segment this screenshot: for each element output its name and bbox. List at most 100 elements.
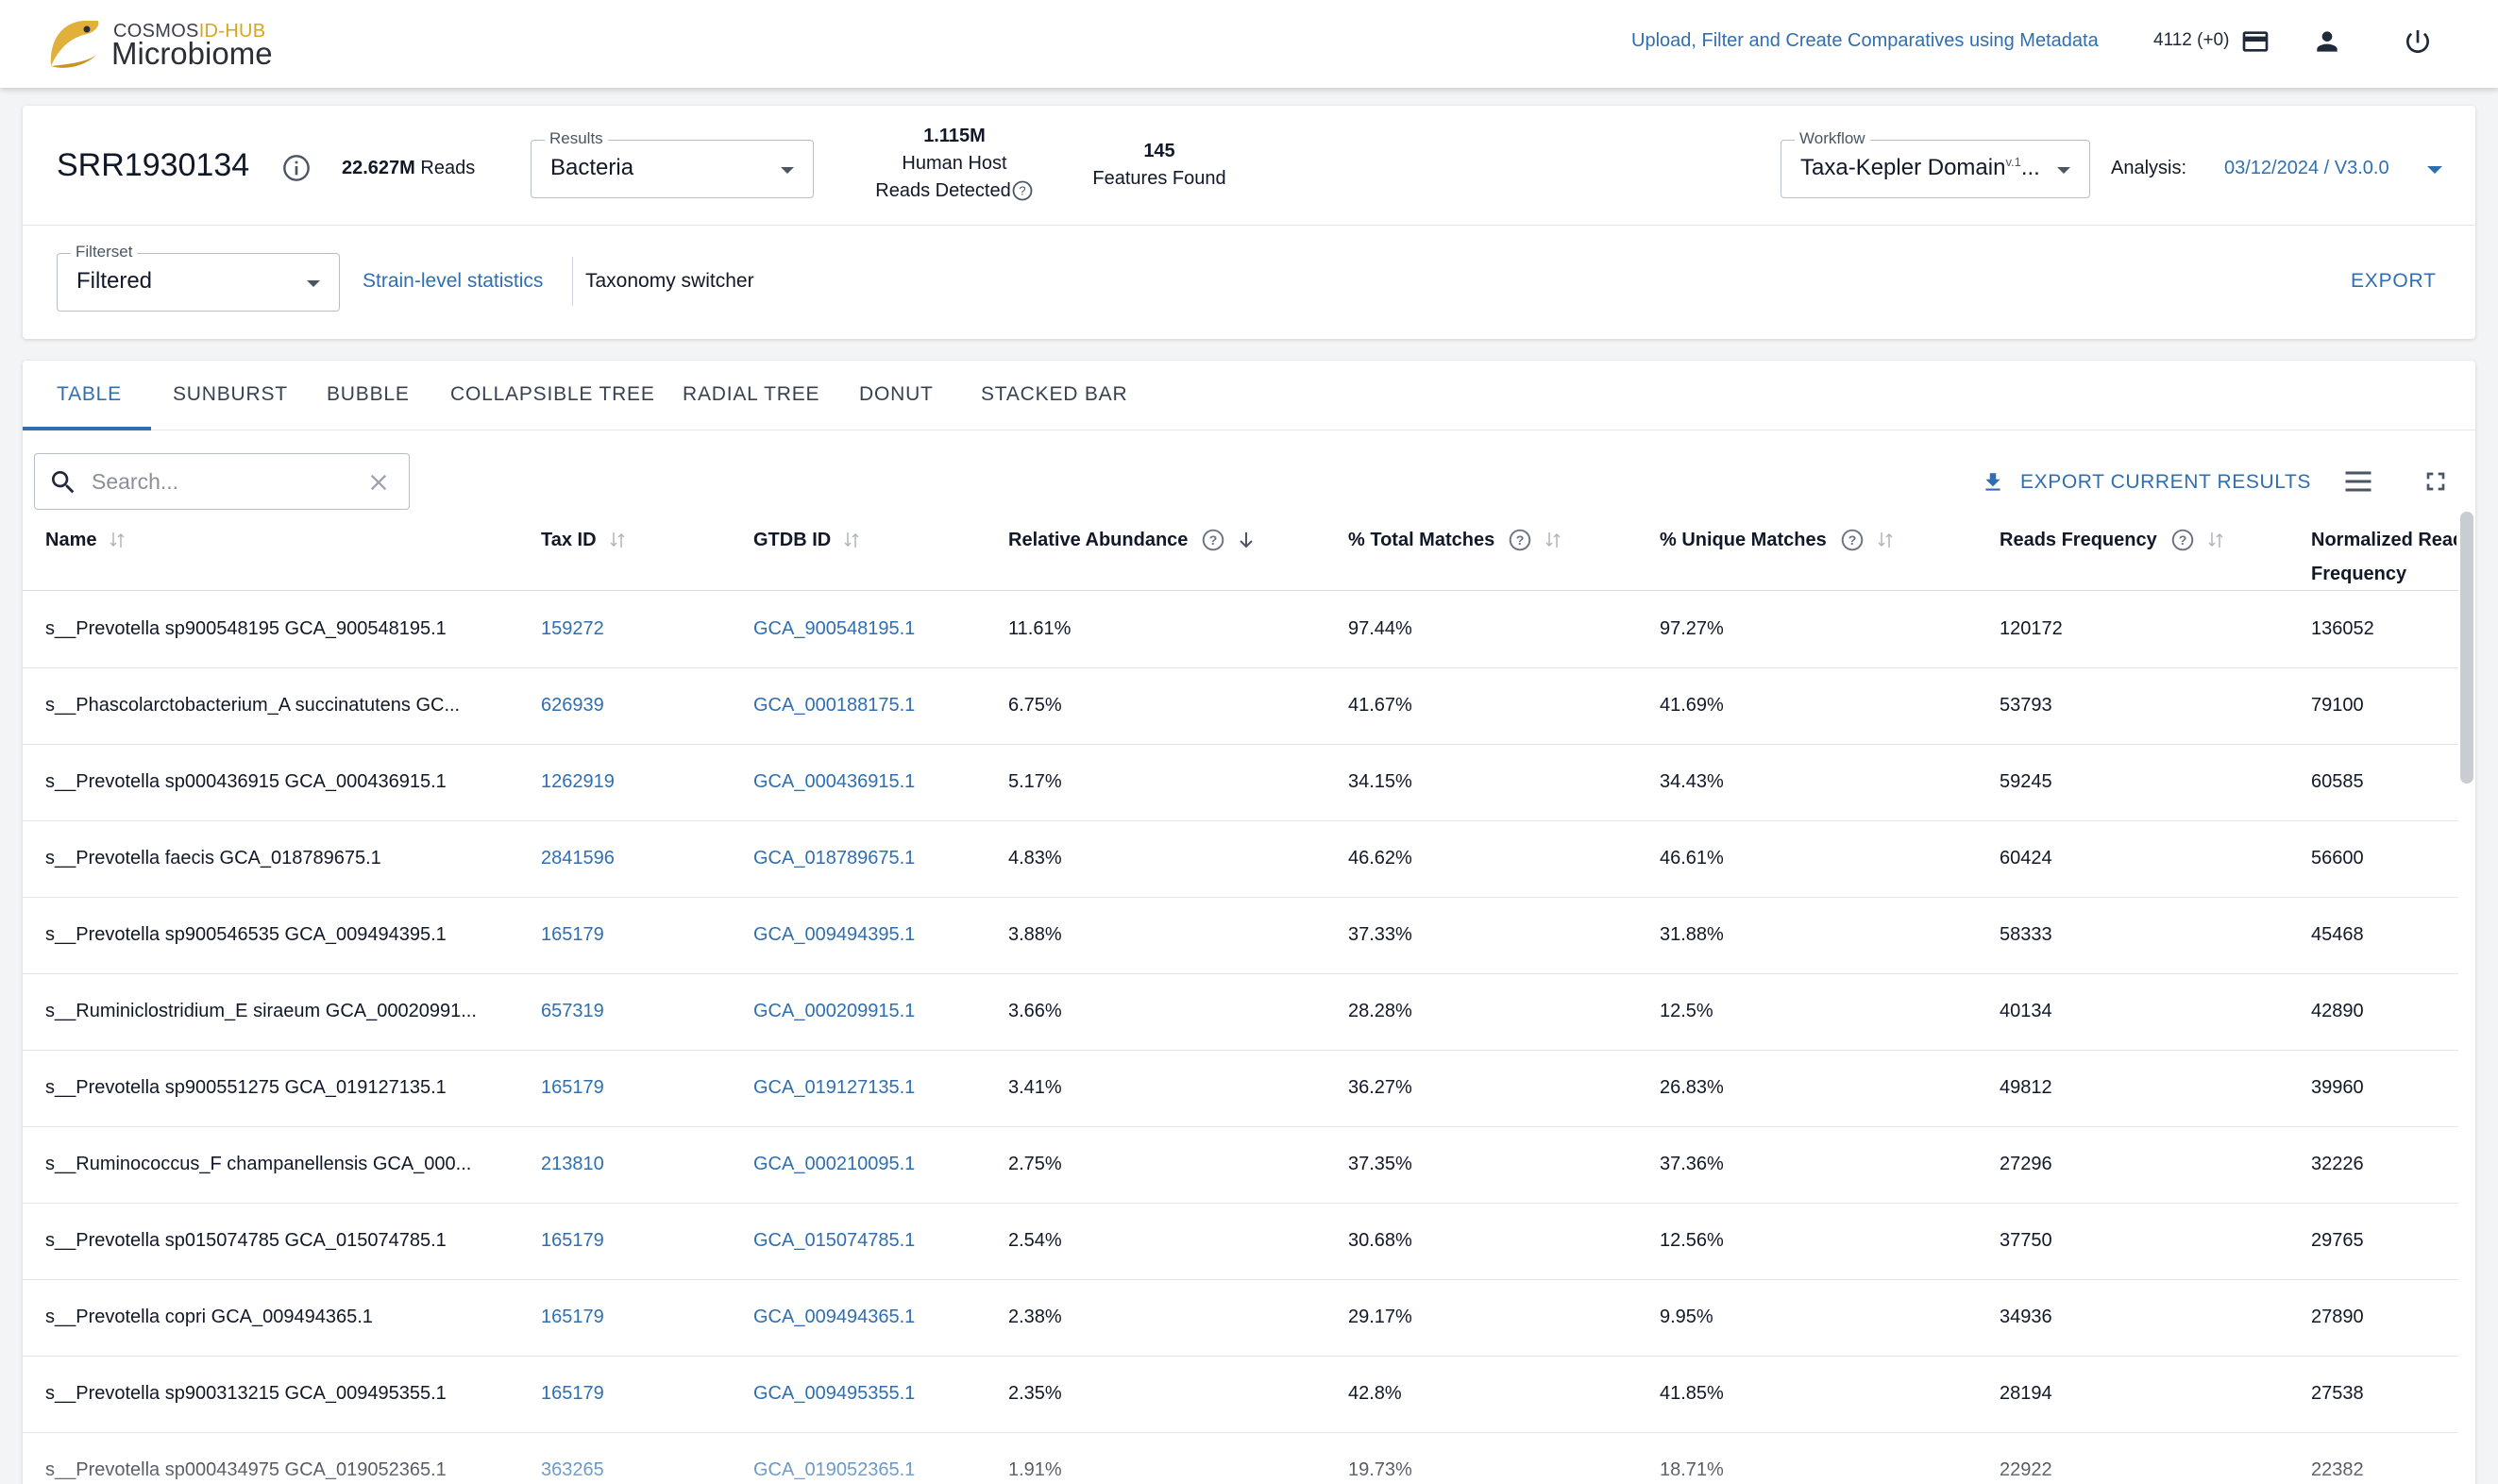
- cell-tax-id-link[interactable]: 626939: [541, 695, 604, 716]
- cell-tax-id-link[interactable]: 165179: [541, 1077, 604, 1098]
- cell-tax-id-link[interactable]: 657319: [541, 1001, 604, 1021]
- cell-normalized-reads-frequency: 27538: [2311, 1383, 2364, 1404]
- cell-tax-id-link[interactable]: 213810: [541, 1154, 604, 1174]
- human-host-stat: 1.115M Human Host Reads Detected?: [827, 123, 1082, 205]
- table-row[interactable]: s__Ruminococcus_F champanellensis GCA_00…: [23, 1127, 2458, 1204]
- table-row[interactable]: s__Phascolarctobacterium_A succinatutens…: [23, 668, 2458, 745]
- column-header-name[interactable]: Name: [45, 523, 127, 557]
- info-icon[interactable]: [281, 153, 312, 183]
- cell-gtdb-id-link[interactable]: GCA_000188175.1: [753, 695, 916, 716]
- scrollbar-thumb[interactable]: [2460, 512, 2473, 784]
- table-row[interactable]: s__Prevotella sp000436915 GCA_000436915.…: [23, 745, 2458, 821]
- cell-normalized-reads-frequency: 29765: [2311, 1230, 2364, 1251]
- table-row[interactable]: s__Prevotella copri GCA_009494365.1 1651…: [23, 1280, 2458, 1357]
- tab-sunburst[interactable]: SUNBURST: [173, 383, 288, 405]
- cell-reads-frequency: 22922: [2000, 1459, 2052, 1480]
- cell-tax-id-link[interactable]: 1262919: [541, 771, 615, 792]
- help-icon[interactable]: ?: [1508, 528, 1532, 552]
- metadata-link[interactable]: Upload, Filter and Create Comparatives u…: [1631, 30, 2099, 51]
- cell-reads-frequency: 37750: [2000, 1230, 2052, 1251]
- cell-gtdb-id-link[interactable]: GCA_018789675.1: [753, 848, 916, 868]
- column-header-unique-matches[interactable]: % Unique Matches?: [1660, 523, 1895, 557]
- user-icon[interactable]: [2312, 26, 2342, 57]
- cosmosid-logo[interactable]: COSMOSID-HUB Microbiome: [45, 17, 291, 72]
- column-header-reads-frequency[interactable]: Reads Frequency?: [2000, 523, 2225, 557]
- cell-gtdb-id-link[interactable]: GCA_015074785.1: [753, 1230, 916, 1251]
- cell-gtdb-id-link[interactable]: GCA_009495355.1: [753, 1383, 916, 1404]
- chevron-down-icon[interactable]: [2427, 166, 2442, 174]
- fullscreen-icon[interactable]: [2421, 466, 2451, 497]
- cell-normalized-reads-frequency: 136052: [2311, 618, 2374, 639]
- cell-tax-id-link[interactable]: 165179: [541, 1230, 604, 1251]
- cell-reads-frequency: 49812: [2000, 1077, 2052, 1098]
- reads-count: 22.627M Reads: [342, 158, 476, 178]
- sort-icon[interactable]: [2206, 529, 2225, 551]
- cell-gtdb-id-link[interactable]: GCA_000210095.1: [753, 1154, 916, 1174]
- column-header-total-matches[interactable]: % Total Matches?: [1348, 523, 1562, 557]
- help-icon[interactable]: ?: [1011, 179, 1034, 202]
- tab-table[interactable]: TABLE: [57, 383, 122, 405]
- power-icon[interactable]: [2403, 26, 2433, 57]
- cell-reads-frequency: 60424: [2000, 848, 2052, 868]
- table-row[interactable]: s__Prevotella sp900546535 GCA_009494395.…: [23, 898, 2458, 974]
- sort-icon[interactable]: [842, 529, 861, 551]
- tab-collapsible-tree[interactable]: COLLAPSIBLE TREE: [450, 383, 655, 405]
- cell-gtdb-id-link[interactable]: GCA_019127135.1: [753, 1077, 916, 1098]
- export-button[interactable]: EXPORT: [2351, 270, 2437, 292]
- strain-level-statistics-link[interactable]: Strain-level statistics: [363, 270, 544, 292]
- cell-tax-id-link[interactable]: 165179: [541, 1383, 604, 1404]
- sample-header-card: SRR1930134 22.627M Reads Results Bacteri…: [23, 106, 2475, 339]
- table-row[interactable]: s__Ruminiclostridium_E siraeum GCA_00020…: [23, 974, 2458, 1051]
- search-field[interactable]: [34, 453, 410, 510]
- cell-tax-id-link[interactable]: 165179: [541, 924, 604, 945]
- sort-icon[interactable]: [1544, 529, 1562, 551]
- cell-relative-abundance: 4.83%: [1008, 848, 1062, 868]
- column-header-tax-id[interactable]: Tax ID: [541, 523, 627, 557]
- cell-gtdb-id-link[interactable]: GCA_009494365.1: [753, 1307, 916, 1327]
- cell-total-matches: 30.68%: [1348, 1230, 1412, 1251]
- arrow-down-icon[interactable]: [1237, 529, 1256, 551]
- tab-radial-tree[interactable]: RADIAL TREE: [683, 383, 820, 405]
- column-header-gtdb-id[interactable]: GTDB ID: [753, 523, 861, 557]
- credit-card-icon[interactable]: [2240, 26, 2270, 57]
- cell-gtdb-id-link[interactable]: GCA_000436915.1: [753, 771, 916, 792]
- help-icon[interactable]: ?: [1840, 528, 1865, 552]
- help-icon[interactable]: ?: [1201, 528, 1225, 552]
- cell-gtdb-id-link[interactable]: GCA_019052365.1: [753, 1459, 916, 1480]
- cell-tax-id-link[interactable]: 2841596: [541, 848, 615, 868]
- cell-name: s__Ruminococcus_F champanellensis GCA_00…: [45, 1154, 472, 1174]
- cell-gtdb-id-link[interactable]: GCA_009494395.1: [753, 924, 916, 945]
- column-header-relative-abundance[interactable]: Relative Abundance?: [1008, 523, 1256, 557]
- cell-tax-id-link[interactable]: 159272: [541, 618, 604, 639]
- workflow-select[interactable]: Workflow Taxa-Kepler Domainv.1...: [1781, 129, 2090, 198]
- sort-icon[interactable]: [608, 529, 627, 551]
- table-row[interactable]: s__Prevotella sp000434975 GCA_019052365.…: [23, 1433, 2458, 1484]
- table-row[interactable]: s__Prevotella sp900551275 GCA_019127135.…: [23, 1051, 2458, 1127]
- tab-donut[interactable]: DONUT: [859, 383, 934, 405]
- close-icon[interactable]: [365, 469, 392, 496]
- taxonomy-switcher[interactable]: Taxonomy switcher: [585, 270, 754, 292]
- column-menu-icon[interactable]: [2341, 464, 2375, 498]
- filterset-select[interactable]: Filterset Filtered: [57, 243, 340, 312]
- search-icon: [52, 471, 75, 494]
- table-row[interactable]: s__Prevotella sp900548195 GCA_900548195.…: [23, 592, 2458, 668]
- tab-bubble[interactable]: BUBBLE: [327, 383, 410, 405]
- table-row[interactable]: s__Prevotella sp900313215 GCA_009495355.…: [23, 1357, 2458, 1433]
- table-row[interactable]: s__Prevotella faecis GCA_018789675.1 284…: [23, 821, 2458, 898]
- results-select[interactable]: Results Bacteria: [531, 129, 814, 198]
- sort-icon[interactable]: [108, 529, 127, 551]
- cell-gtdb-id-link[interactable]: GCA_900548195.1: [753, 618, 916, 639]
- tab-stacked-bar[interactable]: STACKED BAR: [981, 383, 1128, 405]
- analysis-select[interactable]: 03/12/2024 / V3.0.0: [2224, 158, 2389, 178]
- table-row[interactable]: s__Prevotella sp015074785 GCA_015074785.…: [23, 1204, 2458, 1280]
- cell-gtdb-id-link[interactable]: GCA_000209915.1: [753, 1001, 916, 1021]
- search-input[interactable]: [92, 465, 356, 497]
- cell-tax-id-link[interactable]: 165179: [541, 1307, 604, 1327]
- cell-tax-id-link[interactable]: 363265: [541, 1459, 604, 1480]
- sort-icon[interactable]: [1876, 529, 1895, 551]
- svg-text:?: ?: [2178, 532, 2186, 548]
- cell-name: s__Prevotella sp000434975 GCA_019052365.…: [45, 1459, 447, 1480]
- cell-unique-matches: 12.5%: [1660, 1001, 1713, 1021]
- help-icon[interactable]: ?: [2170, 528, 2195, 552]
